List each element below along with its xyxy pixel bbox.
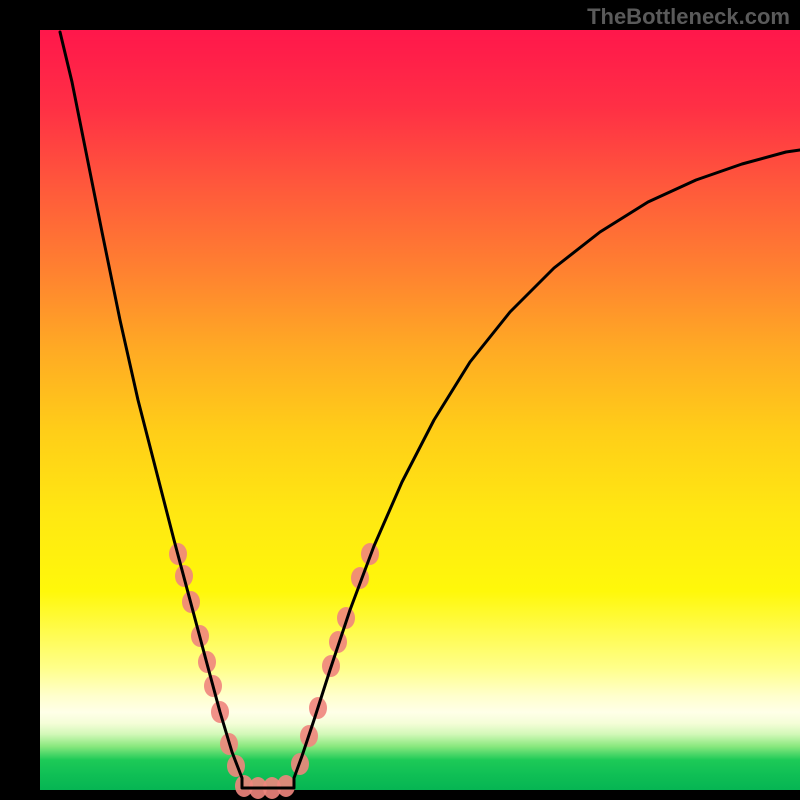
- gradient-band-green: [40, 760, 800, 790]
- watermark-text: TheBottleneck.com: [587, 4, 790, 30]
- marker-bottom: [277, 775, 295, 797]
- figure-root: TheBottleneck.com: [0, 0, 800, 800]
- gradient-band-mid: [40, 668, 800, 760]
- gradient-band-top: [40, 30, 800, 668]
- chart-svg: [0, 0, 800, 800]
